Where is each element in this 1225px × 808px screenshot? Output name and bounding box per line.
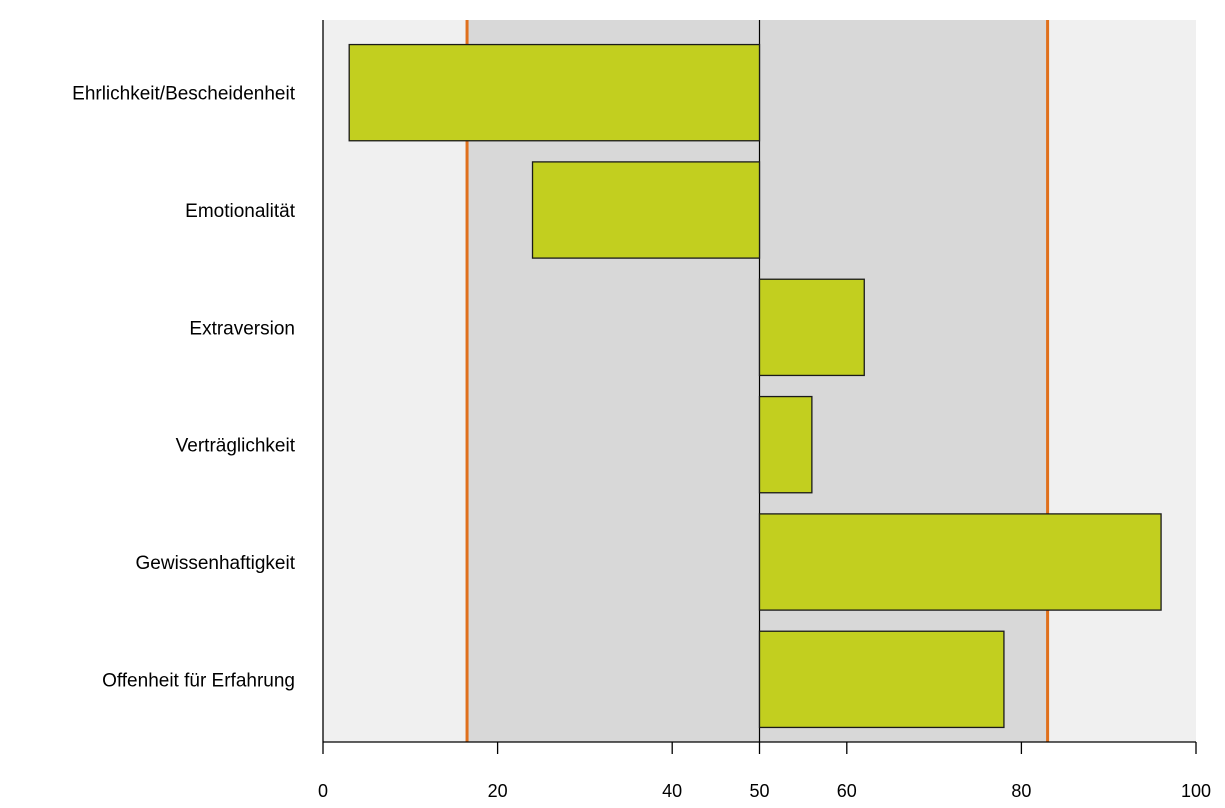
- bar-3: [758, 278, 865, 377]
- x-tick-label-80: 80: [1011, 781, 1031, 801]
- x-tick-label-50: 50: [749, 781, 769, 801]
- bar-4: [758, 395, 813, 494]
- bar-5: [758, 513, 1162, 611]
- x-tick-label-20: 20: [488, 781, 508, 801]
- category-label-6: Offenheit für Erfahrung: [102, 670, 295, 691]
- x-tick-label-40: 40: [662, 781, 682, 801]
- category-label-4: Verträglichkeit: [176, 436, 296, 457]
- category-label-3: Extraversion: [189, 318, 295, 339]
- x-axis: [322, 741, 1197, 754]
- bar-6: [758, 630, 1005, 729]
- x-tick-label-0: 0: [318, 781, 328, 801]
- category-label-1: Ehrlichkeit/Bescheidenheit: [72, 84, 296, 105]
- category-labels: Ehrlichkeit/Bescheidenheit Emotionalität E…: [72, 84, 296, 692]
- category-label-5: Gewissenhaftigkeit: [136, 553, 296, 574]
- bar-1: [348, 43, 761, 142]
- x-tick-labels: 0 20 40 50 60 80 100: [318, 781, 1211, 801]
- x-tick-label-100: 100: [1181, 781, 1211, 801]
- background-band-2: [1047, 20, 1196, 742]
- bars: [348, 43, 1162, 729]
- x-tick-label-60: 60: [837, 781, 857, 801]
- category-label-2: Emotionalität: [185, 201, 296, 222]
- bar-2: [531, 161, 761, 259]
